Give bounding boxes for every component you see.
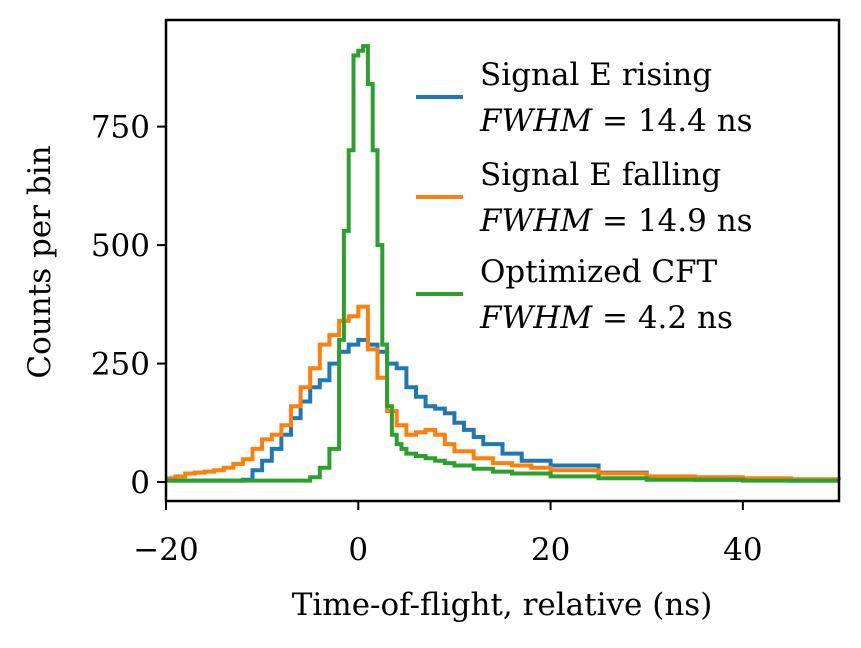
y-tick-label: 500 <box>91 228 150 264</box>
y-tick-label: 750 <box>91 110 150 146</box>
legend: Signal E rising FWHM = 14.4 ns Signal E fa… <box>416 57 753 336</box>
series-line-2 <box>166 304 841 482</box>
x-tick-label: −20 <box>133 532 198 568</box>
y-axis-label: Counts per bin <box>22 145 58 378</box>
x-tick-label: 20 <box>531 532 570 568</box>
x-axis: −20 0 20 40 <box>133 501 763 568</box>
legend-label: Signal E falling <box>480 157 721 193</box>
y-axis: 0 250 500 750 <box>91 110 166 501</box>
x-tick-label: 40 <box>723 532 762 568</box>
legend-fwhm: FWHM = 14.4 ns <box>479 103 753 139</box>
y-tick-label: 250 <box>91 347 150 383</box>
series-line-1 <box>166 337 839 483</box>
x-axis-label: Time-of-flight, relative (ns) <box>292 587 713 623</box>
x-tick-label: 0 <box>348 532 368 568</box>
legend-label: Signal E rising <box>480 57 712 93</box>
legend-fwhm: FWHM = 4.2 ns <box>479 300 733 336</box>
legend-fwhm: FWHM = 14.9 ns <box>479 203 753 239</box>
legend-label: Optimized CFT <box>480 254 718 290</box>
plot-frame <box>164 18 841 503</box>
y-tick-label: 0 <box>130 465 150 501</box>
series-line-3 <box>166 44 839 483</box>
plot-area <box>166 44 841 483</box>
